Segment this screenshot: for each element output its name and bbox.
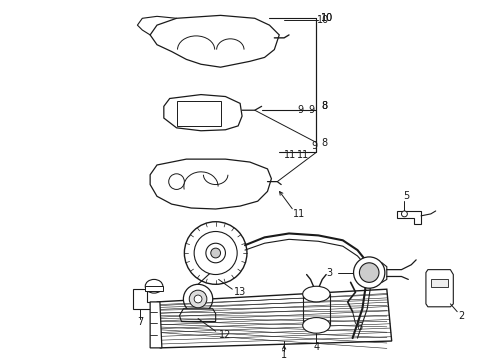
Ellipse shape: [145, 279, 163, 293]
Polygon shape: [150, 159, 271, 209]
Ellipse shape: [194, 231, 237, 275]
Ellipse shape: [303, 318, 330, 333]
Text: 9: 9: [309, 105, 315, 115]
Ellipse shape: [194, 295, 202, 303]
Text: 6: 6: [356, 322, 363, 332]
Text: 7: 7: [137, 318, 144, 328]
Polygon shape: [356, 263, 387, 282]
Polygon shape: [179, 309, 216, 321]
Text: 10: 10: [317, 15, 329, 25]
Polygon shape: [132, 289, 157, 309]
Text: 11: 11: [284, 150, 296, 160]
Ellipse shape: [169, 174, 184, 189]
Text: 10: 10: [321, 13, 334, 23]
Ellipse shape: [211, 248, 220, 258]
Ellipse shape: [189, 290, 207, 308]
Ellipse shape: [183, 284, 213, 314]
Ellipse shape: [401, 211, 407, 217]
Text: 4: 4: [313, 342, 319, 352]
Text: 8: 8: [321, 138, 327, 148]
Bar: [431, 279, 448, 287]
Text: 5: 5: [403, 191, 410, 201]
Ellipse shape: [354, 257, 385, 288]
Text: 2: 2: [458, 311, 464, 321]
Text: 3: 3: [326, 267, 332, 278]
Text: 11: 11: [297, 150, 309, 160]
Polygon shape: [150, 302, 162, 348]
Polygon shape: [157, 289, 392, 348]
Ellipse shape: [360, 263, 379, 282]
Text: 8: 8: [321, 101, 327, 111]
Bar: [303, 294, 330, 325]
Ellipse shape: [184, 222, 247, 284]
Bar: [176, 102, 220, 126]
Text: 8: 8: [321, 101, 327, 111]
Polygon shape: [426, 270, 453, 307]
Text: 13: 13: [234, 287, 246, 297]
Polygon shape: [164, 95, 242, 131]
Polygon shape: [396, 211, 421, 224]
Text: 12: 12: [219, 330, 232, 340]
Ellipse shape: [206, 243, 225, 263]
Polygon shape: [150, 15, 279, 67]
Text: 10: 10: [321, 13, 334, 23]
Text: 11: 11: [293, 209, 305, 219]
Bar: [145, 286, 163, 291]
Text: 9: 9: [297, 105, 304, 115]
Ellipse shape: [303, 286, 330, 302]
Text: 9: 9: [311, 141, 318, 152]
Text: 1: 1: [281, 350, 287, 360]
